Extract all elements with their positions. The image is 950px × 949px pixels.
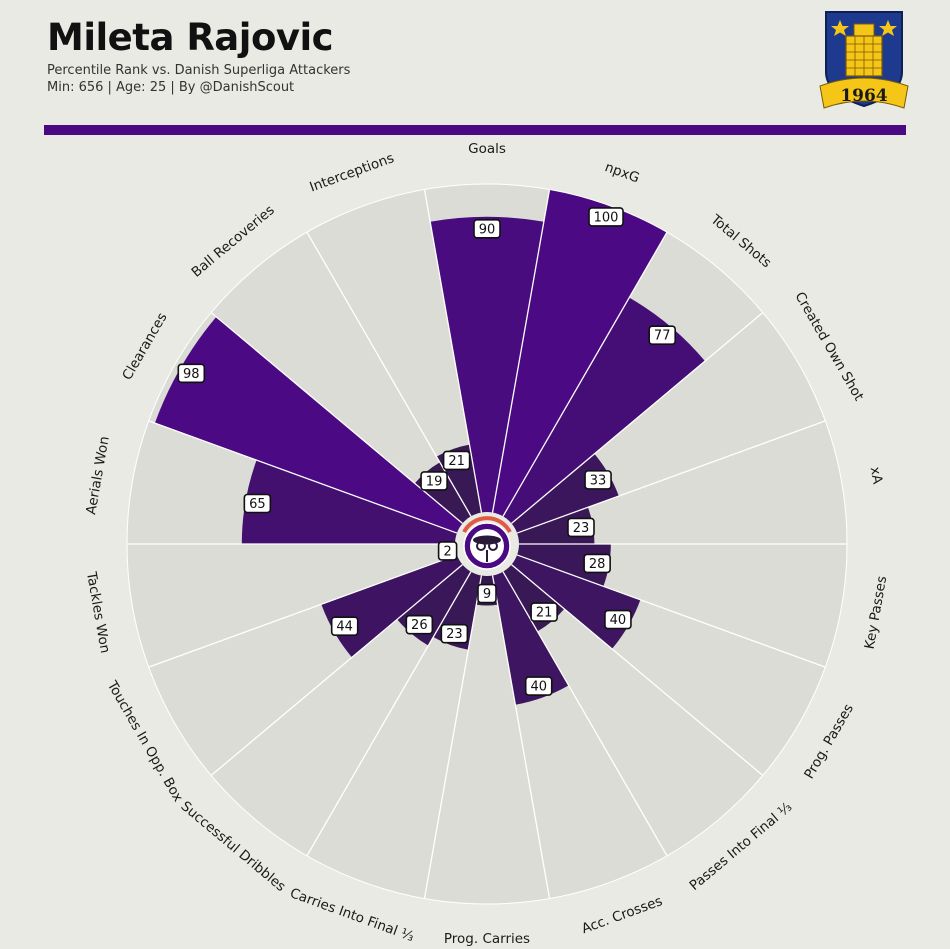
category-label-carries-into-final: Carries Into Final ⅓: [288, 885, 416, 945]
wedge-bg-tackles-won: [127, 544, 457, 668]
wedge-bg-passes-into-final: [503, 564, 763, 856]
category-label-key-passes: Key Passes: [862, 575, 891, 651]
category-label-prog-carries: Prog. Carries: [444, 931, 530, 947]
value-box-xa: [567, 517, 595, 538]
value-box-total-shots: [648, 325, 676, 346]
category-label-goals: Goals: [468, 141, 506, 157]
separator-line: [423, 189, 483, 513]
outer-ring: [126, 183, 848, 905]
category-label-tackles-won: Tackles Won: [83, 570, 113, 655]
value-label-npxg: 100: [594, 210, 619, 225]
header-divider: [44, 125, 906, 135]
bar-aerials-won: [241, 460, 457, 544]
page-title: Mileta Rajovic: [47, 16, 334, 59]
bar-npxg: [492, 189, 667, 517]
separator-line: [502, 231, 668, 517]
separator-line: [516, 554, 826, 668]
category-label-aerials-won: Aerials Won: [83, 435, 113, 516]
center-badge: [456, 513, 518, 575]
value-label-key-passes: 28: [589, 557, 606, 572]
value-box-acc-crosses: [524, 676, 553, 696]
value-box-clearances: [177, 363, 206, 384]
category-label-xa: xA: [867, 466, 886, 486]
subtitle-meta: Min: 656 | Age: 25 | By @DanishScout: [47, 80, 295, 95]
wedge-bg-carries-into-final: [307, 571, 482, 899]
club-crest-logo: 1964: [819, 11, 909, 109]
crest-year: 1964: [840, 86, 887, 106]
subtitle-comparison: Percentile Rank vs. Danish Superliga Att…: [47, 63, 351, 78]
category-label-clearances: Clearances: [119, 310, 170, 383]
value-label-aerials-won: 65: [249, 497, 266, 512]
wedge-bg-prog-carries: [424, 575, 550, 904]
value-label-goals: 90: [479, 222, 496, 237]
value-box-tackles-won: [437, 541, 458, 561]
value-box-successful-dribbles: [405, 614, 434, 635]
value-labels: 90 100 77 33 23 28 40 21 40 9 23 26 44 2 65 98 19 21: [177, 207, 676, 696]
value-label-prog-passes: 40: [610, 613, 627, 628]
value-label-carries-into-final: 23: [446, 627, 463, 642]
value-label-clearances: 98: [183, 367, 200, 382]
value-box-ball-recoveries: [420, 471, 448, 491]
wedge-bg-interceptions: [307, 189, 482, 517]
value-label-tackles-won: 2: [443, 544, 451, 559]
wedge-bg-successful-dribbles: [211, 564, 471, 856]
value-wedges: [154, 189, 705, 705]
wedge-separators: [126, 183, 848, 905]
value-box-carries-into-final: [440, 623, 469, 644]
separator-line: [148, 554, 458, 668]
value-label-prog-carries: 9: [483, 587, 491, 602]
value-box-interceptions: [442, 450, 471, 471]
center-logo-eye-right: [488, 541, 498, 551]
value-label-passes-into-final: 21: [536, 606, 553, 621]
category-label-total-shots: Total Shots: [707, 211, 774, 271]
value-box-aerials-won: [243, 493, 272, 514]
category-label-prog-passes: Prog. Passes: [801, 701, 857, 782]
value-box-touches-in-opp-box: [330, 616, 359, 636]
bar-acc-crosses: [492, 571, 569, 705]
page-header: Mileta Rajovic Percentile Rank vs. Danis…: [47, 14, 350, 96]
value-label-touches-in-opp-box: 44: [336, 620, 353, 635]
value-label-successful-dribbles: 26: [411, 618, 428, 633]
separator-line: [423, 575, 483, 899]
value-box-passes-into-final: [530, 602, 558, 622]
value-box-key-passes: [583, 553, 611, 574]
category-label-npxg: npxG: [603, 159, 642, 186]
center-arc: [462, 516, 512, 534]
separator-line: [491, 575, 551, 899]
value-box-prog-passes: [604, 609, 632, 630]
separator-line: [210, 564, 463, 776]
separator-line: [306, 571, 472, 857]
separator-line: [511, 312, 764, 524]
separator-line: [516, 420, 826, 534]
value-box-created-own-shot: [584, 470, 612, 490]
bar-clearances: [154, 316, 463, 534]
value-label-created-own-shot: 33: [590, 473, 607, 488]
category-label-acc-crosses: Acc. Crosses: [580, 893, 665, 937]
value-label-interceptions: 21: [448, 454, 465, 469]
category-label-interceptions: Interceptions: [308, 150, 397, 195]
wedge-bg-ball-recoveries: [211, 232, 471, 524]
value-label-ball-recoveries: 19: [426, 474, 443, 489]
separator-line: [491, 189, 551, 513]
value-box-goals: [473, 219, 501, 239]
separator-line: [148, 420, 458, 534]
value-box-prog-carries: [477, 583, 497, 604]
separator-line: [511, 564, 764, 776]
value-label-acc-crosses: 40: [530, 680, 547, 695]
wedge-bg-xa: [517, 420, 847, 544]
bar-goals: [430, 216, 544, 513]
value-label-total-shots: 77: [654, 329, 671, 344]
bar-total-shots: [503, 297, 705, 524]
separator-line: [502, 571, 668, 857]
value-label-xa: 23: [573, 521, 590, 536]
center-logo-eye-left: [476, 541, 486, 551]
value-box-npxg: [588, 207, 624, 227]
